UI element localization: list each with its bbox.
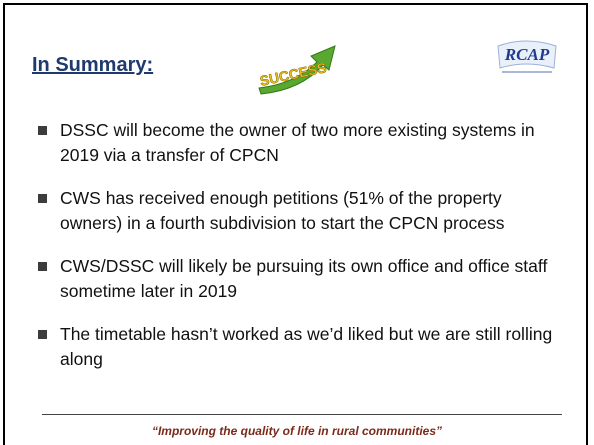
bullet-marker bbox=[38, 126, 47, 135]
success-icon: SUCCESS bbox=[258, 45, 336, 95]
slide-frame bbox=[3, 3, 588, 445]
bullet-item: CWS has received enough petitions (51% o… bbox=[38, 186, 558, 235]
bullet-marker bbox=[38, 262, 47, 271]
bullet-item: The timetable hasn’t worked as we’d like… bbox=[38, 322, 558, 371]
footer-rule bbox=[42, 414, 562, 415]
bullet-marker bbox=[38, 330, 47, 339]
logo-text: RCAP bbox=[504, 45, 550, 64]
bullet-marker bbox=[38, 194, 47, 203]
bullet-text: The timetable hasn’t worked as we’d like… bbox=[60, 324, 553, 369]
bullet-text: CWS has received enough petitions (51% o… bbox=[60, 188, 505, 233]
bullet-list: DSSC will become the owner of two more e… bbox=[38, 118, 558, 390]
slide-title: In Summary: bbox=[32, 54, 154, 76]
bullet-item: CWS/DSSC will likely be pursuing its own… bbox=[38, 254, 558, 303]
bullet-item: DSSC will become the owner of two more e… bbox=[38, 118, 558, 167]
bullet-text: DSSC will become the owner of two more e… bbox=[60, 120, 535, 165]
bullet-text: CWS/DSSC will likely be pursuing its own… bbox=[60, 256, 548, 301]
footer: “Improving the quality of life in rural … bbox=[151, 424, 443, 438]
rcap-logo: RCAP bbox=[497, 40, 557, 73]
